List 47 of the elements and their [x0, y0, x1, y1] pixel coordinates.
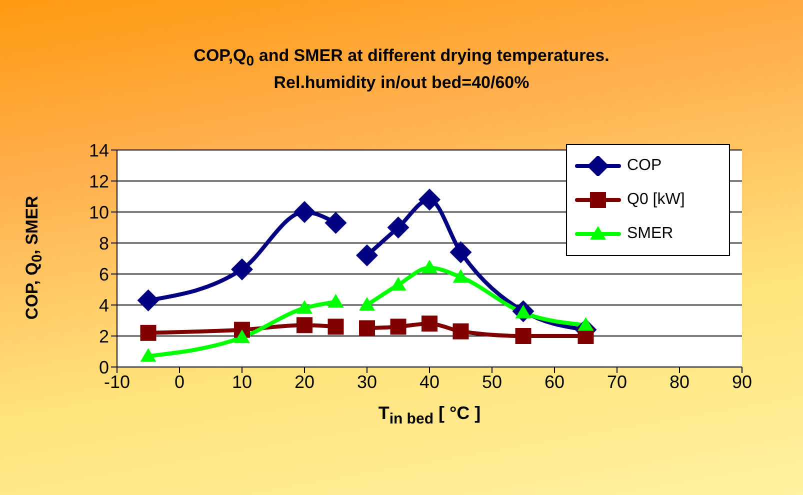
- y-tick-label: 2: [98, 326, 109, 346]
- point: [231, 258, 253, 280]
- point: [418, 188, 440, 211]
- legend-label: SMER: [627, 225, 674, 243]
- y-tick-label: 10: [88, 202, 109, 222]
- x-tick-label: 70: [606, 372, 628, 392]
- point: [359, 320, 375, 336]
- x-tick-label: 50: [482, 372, 502, 392]
- point: [390, 318, 406, 335]
- point: [328, 318, 344, 335]
- y-tick-label: 0: [98, 357, 109, 378]
- y-tick-label: 6: [98, 264, 109, 284]
- point: [140, 348, 156, 362]
- legend-label: Q0 [kW]: [627, 191, 685, 209]
- y-tick-label: 8: [98, 233, 109, 254]
- point: [515, 328, 532, 344]
- point: [137, 289, 160, 312]
- point: [578, 317, 594, 331]
- point: [140, 324, 156, 341]
- x-tick-label: 80: [669, 372, 690, 392]
- chart-title: COP,Q$_{0}$ and SMER at different drying temperatures. Rel.humidity in/out bed=40/60%: [192, 45, 610, 94]
- x-axis-title: T$_{in bed}$ [ °C ]: [377, 403, 482, 428]
- point: [328, 294, 344, 308]
- point: [452, 269, 469, 283]
- point: [296, 300, 312, 314]
- x-tick-label: 90: [732, 372, 752, 392]
- point: [450, 241, 472, 264]
- legend-label: COP: [627, 157, 662, 175]
- y-tick-label: 12: [88, 171, 109, 192]
- point: [324, 212, 347, 234]
- point: [296, 317, 312, 334]
- x-tick-label: 10: [232, 372, 252, 392]
- point: [359, 297, 375, 311]
- point: [422, 316, 438, 332]
- point: [387, 216, 410, 238]
- x-tick-label: 40: [419, 372, 440, 392]
- y-tick-label: 14: [88, 140, 109, 160]
- y-tick-label: 4: [98, 295, 109, 316]
- point: [356, 244, 378, 266]
- x-tick-label: 60: [544, 372, 565, 392]
- point: [234, 330, 250, 344]
- x-tick-label: 20: [294, 372, 315, 392]
- point: [294, 201, 316, 223]
- point: [422, 260, 438, 274]
- point: [452, 323, 469, 340]
- x-tick-label: 30: [356, 372, 378, 392]
- x-tick-label: 0: [174, 372, 185, 392]
